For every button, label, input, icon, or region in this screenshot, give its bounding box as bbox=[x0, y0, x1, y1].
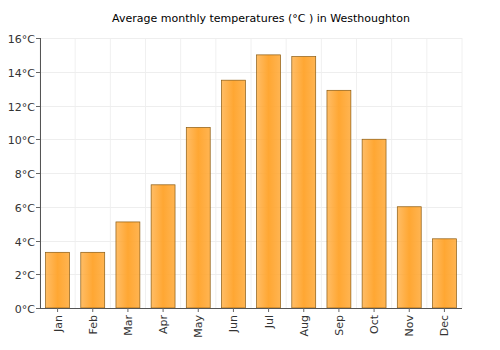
x-tick bbox=[92, 308, 93, 312]
x-tick-label: Mar bbox=[122, 315, 135, 336]
x-tick bbox=[444, 308, 445, 312]
y-tick-label: 12°C bbox=[8, 101, 35, 114]
y-tick-label: 0°C bbox=[15, 303, 35, 316]
y-tick bbox=[36, 38, 40, 39]
y-tick-label: 14°C bbox=[8, 67, 35, 80]
x-tick-label: May bbox=[192, 315, 205, 338]
y-tick bbox=[36, 241, 40, 242]
grid-line bbox=[40, 139, 462, 140]
y-tick bbox=[36, 72, 40, 73]
x-tick-label: Nov bbox=[403, 315, 416, 337]
x-tick bbox=[163, 308, 164, 312]
x-tick bbox=[127, 308, 128, 312]
y-tick-label: 2°C bbox=[15, 269, 35, 282]
grid-line bbox=[40, 72, 462, 73]
x-tick-label: Sep bbox=[333, 315, 346, 336]
x-tick-label: Aug bbox=[298, 315, 311, 336]
y-tick bbox=[36, 106, 40, 107]
y-tick bbox=[36, 173, 40, 174]
y-tick bbox=[36, 308, 40, 309]
x-tick bbox=[338, 308, 339, 312]
x-tick bbox=[233, 308, 234, 312]
bar bbox=[327, 90, 351, 308]
y-tick-label: 16°C bbox=[8, 33, 35, 46]
x-tick-label: Jul bbox=[263, 315, 276, 329]
x-tick bbox=[374, 308, 375, 312]
x-tick-label: Feb bbox=[87, 315, 100, 334]
bar bbox=[432, 239, 456, 308]
bar bbox=[362, 139, 386, 308]
x-tick bbox=[409, 308, 410, 312]
x-tick bbox=[57, 308, 58, 312]
bar bbox=[397, 207, 421, 308]
grid-line bbox=[40, 106, 462, 107]
x-tick-label: Jun bbox=[227, 315, 240, 333]
bar bbox=[81, 252, 105, 308]
bar bbox=[116, 222, 140, 308]
bar bbox=[257, 55, 281, 308]
y-axis bbox=[40, 38, 41, 308]
y-tick-label: 8°C bbox=[15, 168, 35, 181]
bars bbox=[46, 55, 457, 308]
y-tick bbox=[36, 274, 40, 275]
bar bbox=[46, 252, 70, 308]
y-tick-label: 10°C bbox=[8, 134, 35, 147]
bar bbox=[186, 127, 210, 308]
bar bbox=[151, 185, 175, 308]
x-tick-label: Oct bbox=[368, 314, 381, 334]
x-tick bbox=[303, 308, 304, 312]
bar bbox=[292, 57, 316, 308]
title: Average monthly temperatures (°C ) in We… bbox=[112, 12, 410, 25]
y-tick-label: 6°C bbox=[15, 202, 35, 215]
x-tick-label: Apr bbox=[157, 315, 170, 335]
x-tick bbox=[268, 308, 269, 312]
x-tick-label: Jan bbox=[52, 315, 65, 333]
y-tick bbox=[36, 139, 40, 140]
grid-line bbox=[40, 38, 462, 39]
y-tick bbox=[36, 207, 40, 208]
grid-line bbox=[40, 173, 462, 174]
grid-line bbox=[40, 308, 462, 309]
bar bbox=[221, 80, 245, 308]
y-tick-label: 4°C bbox=[15, 236, 35, 249]
x-axis bbox=[40, 308, 462, 309]
x-tick bbox=[198, 308, 199, 312]
x-tick-label: Dec bbox=[438, 315, 451, 336]
chart: Average monthly temperatures (°C ) in We… bbox=[0, 0, 500, 350]
